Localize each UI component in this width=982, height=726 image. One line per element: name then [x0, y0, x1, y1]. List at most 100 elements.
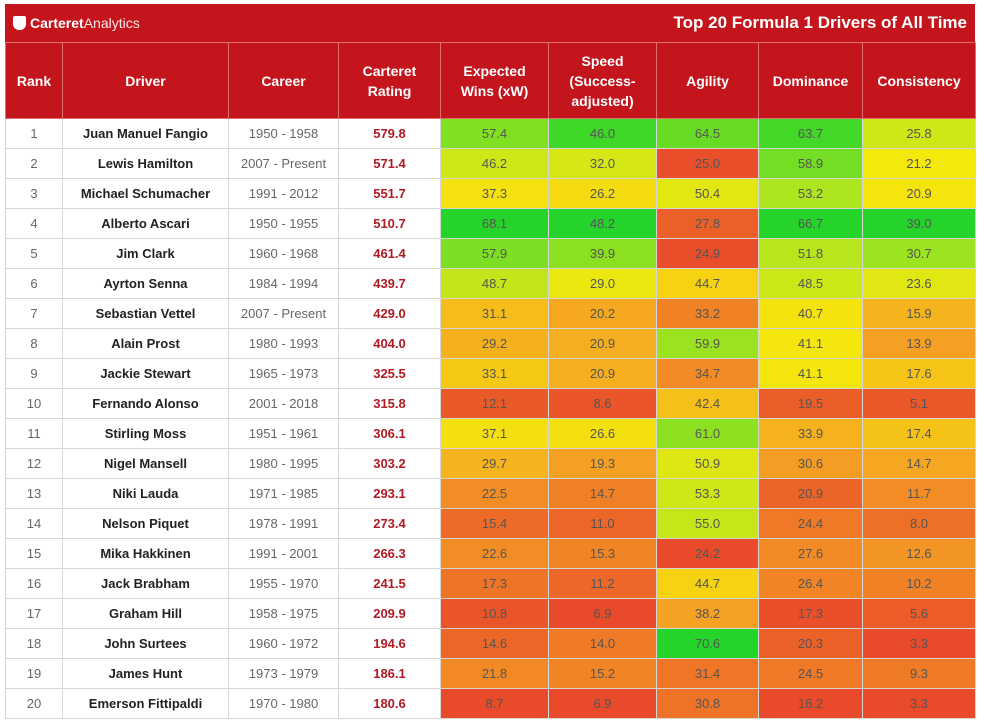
career-span: 1971 - 1985: [228, 478, 339, 509]
career-span: 2001 - 2018: [228, 388, 339, 419]
metric-cell: 19.3: [548, 448, 657, 479]
rating: 180.6: [338, 688, 441, 719]
rating: 510.7: [338, 208, 441, 239]
career-span: 2007 - Present: [228, 298, 339, 329]
column-header: Dominance: [758, 42, 863, 119]
metric-cell: 30.7: [862, 238, 976, 269]
metric-cell: 24.5: [758, 658, 863, 689]
driver-name: Juan Manuel Fangio: [62, 118, 229, 149]
driver-name: Niki Lauda: [62, 478, 229, 509]
career-span: 1950 - 1958: [228, 118, 339, 149]
metric-cell: 63.7: [758, 118, 863, 149]
driver-name: Stirling Moss: [62, 418, 229, 449]
metric-cell: 46.2: [440, 148, 549, 179]
metric-cell: 48.5: [758, 268, 863, 299]
rating: 303.2: [338, 448, 441, 479]
rank: 19: [5, 658, 63, 689]
rank: 14: [5, 508, 63, 539]
metric-cell: 59.9: [656, 328, 759, 359]
driver-name: Graham Hill: [62, 598, 229, 629]
driver-name: Emerson Fittipaldi: [62, 688, 229, 719]
column-header: Agility: [656, 42, 759, 119]
metric-cell: 46.0: [548, 118, 657, 149]
metric-cell: 33.2: [656, 298, 759, 329]
driver-row: 11 Stirling Moss 1951 - 1961 306.1 37.1 26.6 6…: [5, 418, 976, 449]
metric-cell: 5.1: [862, 388, 976, 419]
driver-row: 7 Sebastian Vettel 2007 - Present 429.0 31.1…: [5, 298, 976, 329]
rank: 8: [5, 328, 63, 359]
metric-cell: 41.1: [758, 328, 863, 359]
metric-cell: 20.3: [758, 628, 863, 659]
brand-logo: [13, 16, 26, 30]
metric-cell: 44.7: [656, 268, 759, 299]
driver-table: Rank Driver Career Carteret Rating Expected …: [5, 42, 976, 719]
metric-cell: 20.9: [548, 358, 657, 389]
career-span: 1958 - 1975: [228, 598, 339, 629]
driver-name: Nelson Piquet: [62, 508, 229, 539]
metric-cell: 34.7: [656, 358, 759, 389]
metric-cell: 55.0: [656, 508, 759, 539]
rank: 5: [5, 238, 63, 269]
metric-cell: 17.3: [440, 568, 549, 599]
driver-name: Jack Brabham: [62, 568, 229, 599]
metric-cell: 8.7: [440, 688, 549, 719]
driver-name: John Surtees: [62, 628, 229, 659]
column-header: Carteret Rating: [338, 42, 441, 119]
driver-row: 14 Nelson Piquet 1978 - 1991 273.4 15.4 11.0 5…: [5, 508, 976, 539]
metric-cell: 24.4: [758, 508, 863, 539]
career-span: 1991 - 2001: [228, 538, 339, 569]
career-span: 1978 - 1991: [228, 508, 339, 539]
career-span: 1960 - 1968: [228, 238, 339, 269]
column-header: Driver: [62, 42, 229, 119]
metric-cell: 20.2: [548, 298, 657, 329]
rank: 4: [5, 208, 63, 239]
metric-cell: 66.7: [758, 208, 863, 239]
driver-row: 12 Nigel Mansell 1980 - 1995 303.2 29.7 19.3 5…: [5, 448, 976, 479]
driver-name: Lewis Hamilton: [62, 148, 229, 179]
rating: 306.1: [338, 418, 441, 449]
metric-cell: 15.4: [440, 508, 549, 539]
metric-cell: 61.0: [656, 418, 759, 449]
driver-row: 10 Fernando Alonso 2001 - 2018 315.8 12.1 8.6…: [5, 388, 976, 419]
driver-name: Ayrton Senna: [62, 268, 229, 299]
rating: 209.9: [338, 598, 441, 629]
driver-row: 5 Jim Clark 1960 - 1968 461.4 57.9 39.9 24.9 51…: [5, 238, 976, 269]
driver-row: 9 Jackie Stewart 1965 - 1973 325.5 33.1 20.9 3…: [5, 358, 976, 389]
table-body: 1 Juan Manuel Fangio 1950 - 1958 579.8 57.4 4…: [5, 118, 976, 719]
metric-cell: 22.5: [440, 478, 549, 509]
driver-name: Michael Schumacher: [62, 178, 229, 209]
metric-cell: 39.0: [862, 208, 976, 239]
rating: 461.4: [338, 238, 441, 269]
driver-name: James Hunt: [62, 658, 229, 689]
brand-bold: Carteret: [30, 15, 84, 31]
rank: 3: [5, 178, 63, 209]
driver-row: 16 Jack Brabham 1955 - 1970 241.5 17.3 11.2 44…: [5, 568, 976, 599]
metric-cell: 25.0: [656, 148, 759, 179]
rating: 579.8: [338, 118, 441, 149]
header-row: Rank Driver Career Carteret Rating Expected …: [5, 42, 976, 119]
metric-cell: 12.6: [862, 538, 976, 569]
metric-cell: 25.8: [862, 118, 976, 149]
driver-row: 13 Niki Lauda 1971 - 1985 293.1 22.5 14.7 53.3…: [5, 478, 976, 509]
driver-name: Alain Prost: [62, 328, 229, 359]
driver-row: 15 Mika Hakkinen 1991 - 2001 266.3 22.6 15.3 2…: [5, 538, 976, 569]
metric-cell: 14.7: [862, 448, 976, 479]
metric-cell: 14.7: [548, 478, 657, 509]
metric-cell: 10.2: [862, 568, 976, 599]
career-span: 1980 - 1995: [228, 448, 339, 479]
driver-row: 4 Alberto Ascari 1950 - 1955 510.7 68.1 48.2 2…: [5, 208, 976, 239]
rating: 241.5: [338, 568, 441, 599]
rating: 315.8: [338, 388, 441, 419]
rank: 20: [5, 688, 63, 719]
metric-cell: 8.0: [862, 508, 976, 539]
rating: 439.7: [338, 268, 441, 299]
metric-cell: 15.3: [548, 538, 657, 569]
metric-cell: 50.4: [656, 178, 759, 209]
rating: 266.3: [338, 538, 441, 569]
metric-cell: 26.6: [548, 418, 657, 449]
metric-cell: 6.9: [548, 688, 657, 719]
metric-cell: 10.8: [440, 598, 549, 629]
rank: 15: [5, 538, 63, 569]
rank: 12: [5, 448, 63, 479]
